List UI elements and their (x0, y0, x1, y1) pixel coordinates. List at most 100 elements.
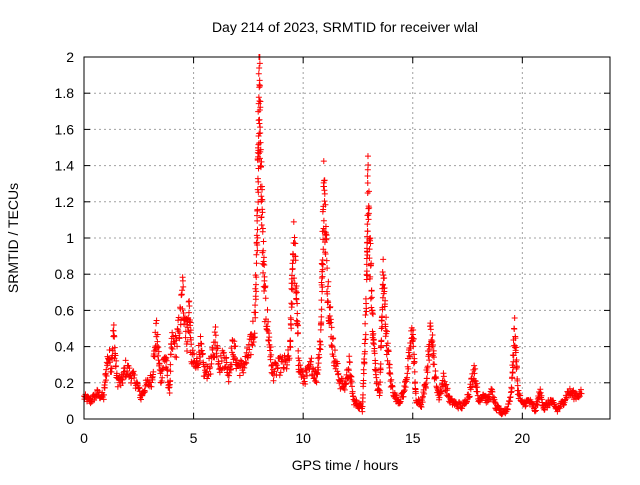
data-point (385, 348, 392, 355)
data-point (261, 273, 268, 280)
data-point (377, 360, 384, 367)
data-point (361, 359, 368, 366)
data-point (463, 398, 470, 405)
data-point (255, 117, 262, 124)
data-point (368, 294, 375, 301)
data-point (318, 297, 325, 304)
data-point (215, 360, 222, 367)
data-point (260, 269, 267, 276)
data-point (106, 359, 113, 366)
data-point (155, 348, 162, 355)
data-point (108, 365, 115, 372)
data-point (167, 368, 174, 375)
data-point (256, 116, 263, 123)
data-point (176, 330, 183, 337)
data-point (294, 322, 301, 329)
data-point (362, 311, 369, 318)
data-point (292, 257, 299, 264)
data-point (563, 395, 570, 402)
data-point (236, 372, 243, 379)
data-point (294, 310, 301, 317)
data-point (113, 357, 120, 364)
data-point (364, 153, 371, 160)
data-point (228, 365, 235, 372)
data-point (159, 374, 166, 381)
data-point (252, 302, 259, 309)
data-point (368, 260, 375, 267)
data-point (254, 226, 261, 233)
y-tick-label: 1.2 (55, 194, 75, 210)
data-point (122, 357, 129, 364)
data-point (405, 365, 412, 372)
data-point (199, 350, 206, 357)
data-point (410, 327, 417, 334)
data-point (388, 376, 395, 383)
data-point (103, 372, 110, 379)
data-point (427, 326, 434, 333)
data-point (430, 342, 437, 349)
data-point (254, 234, 261, 241)
data-point (509, 374, 516, 381)
data-point (368, 304, 375, 311)
data-point (327, 303, 334, 310)
data-point (180, 283, 187, 290)
data-point (387, 371, 394, 378)
data-point (223, 354, 230, 361)
data-point (514, 382, 521, 389)
data-point (257, 146, 264, 153)
data-point (423, 380, 430, 387)
data-point (348, 378, 355, 385)
data-point (197, 333, 204, 340)
data-point (320, 217, 327, 224)
data-point (508, 385, 515, 392)
data-point (302, 380, 309, 387)
y-tick-label: 1.8 (55, 85, 75, 101)
data-point (126, 365, 133, 372)
data-point (289, 265, 296, 272)
data-point (253, 274, 260, 281)
data-point (402, 384, 409, 391)
data-point (423, 375, 430, 382)
data-point (255, 189, 262, 196)
data-point (313, 379, 320, 386)
data-point (258, 158, 265, 165)
data-point (175, 317, 182, 324)
data-point (431, 361, 438, 368)
data-point (303, 367, 310, 374)
data-point (375, 381, 382, 388)
data-point (318, 319, 325, 326)
data-point (267, 344, 274, 351)
data-point (254, 217, 261, 224)
data-point (255, 94, 262, 101)
data-point (100, 391, 107, 398)
data-point (376, 386, 383, 393)
data-point (261, 288, 268, 295)
data-point (253, 232, 260, 239)
data-point (153, 320, 160, 327)
data-point (264, 323, 271, 330)
data-point (160, 365, 167, 372)
data-point (382, 333, 389, 340)
data-point (264, 306, 271, 313)
data-point (308, 355, 315, 362)
data-point (513, 364, 520, 371)
data-point (280, 364, 287, 371)
data-point (334, 360, 341, 367)
y-tick-label: 0 (66, 411, 74, 427)
data-point (254, 241, 261, 248)
data-point (319, 284, 326, 291)
data-point (534, 402, 541, 409)
data-point (172, 353, 179, 360)
data-point (292, 240, 299, 247)
data-point (186, 303, 193, 310)
data-point (257, 130, 264, 137)
chart-title: Day 214 of 2023, SRMTID for receiver wla… (212, 19, 478, 35)
data-point (168, 344, 175, 351)
data-point (256, 77, 263, 84)
data-point (252, 296, 259, 303)
data-point (377, 389, 384, 396)
data-point (258, 222, 265, 229)
data-point (513, 344, 520, 351)
data-point (386, 361, 393, 368)
